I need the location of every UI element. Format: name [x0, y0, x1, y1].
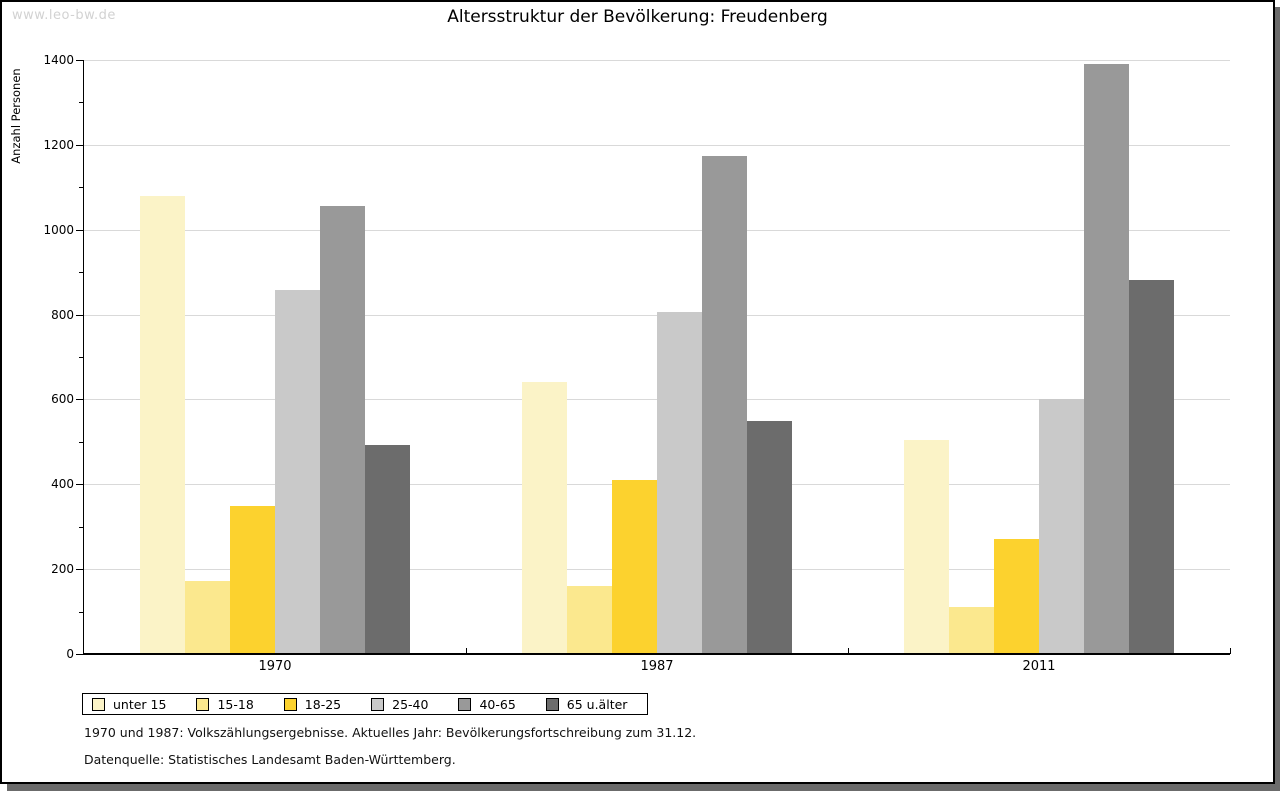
- y-tick-800: [76, 314, 84, 316]
- y-tick-label-1200: 1200: [43, 137, 74, 152]
- y-axis-line: [83, 60, 84, 655]
- bar-2011-15-18: [949, 607, 994, 654]
- legend-label-25-40: 25-40: [392, 696, 429, 712]
- bar-1987-unter 15: [522, 382, 567, 654]
- y-minortick-700: [79, 357, 84, 358]
- y-axis-label: Anzahl Personen: [9, 68, 23, 164]
- y-tick-600: [76, 399, 84, 401]
- bar-1987-18-25: [612, 479, 657, 654]
- x-category-label-1970: 1970: [258, 659, 292, 674]
- footnote-line-2: Datenquelle: Statistisches Landesamt Bad…: [84, 752, 456, 767]
- chart-title: Altersstruktur der Bevölkerung: Freudenb…: [447, 7, 828, 27]
- y-tick-label-200: 200: [51, 562, 74, 577]
- y-tick-1200: [76, 144, 84, 146]
- legend-color-chip-18-25: [283, 697, 297, 711]
- y-gridline-1400: [84, 60, 1230, 61]
- bar-1970-25-40: [275, 290, 320, 654]
- bar-1987-25-40: [657, 312, 702, 654]
- y-minortick-1300: [79, 102, 84, 104]
- x-boundary-tick-1987: [848, 648, 849, 654]
- legend-item-25-40: 25-40: [371, 697, 458, 712]
- y-gridline-1000: [84, 229, 1230, 231]
- legend-color-chip-65 u.älter: [545, 697, 559, 711]
- legend-item-18-25: 18-25: [283, 696, 371, 712]
- legend-item-15-18: 15-18: [196, 697, 283, 712]
- x-boundary-tick-2011: [1230, 648, 1231, 654]
- legend-label-15-18: 15-18: [217, 696, 254, 712]
- y-tick-label-400: 400: [51, 477, 74, 492]
- legend-label-18-25: 18-25: [304, 696, 342, 712]
- legend-color-chip-40-65: [458, 697, 472, 711]
- legend: unter 15 15-18 18-25 25-40 40-65 65 u.älter: [82, 693, 648, 715]
- y-tick-1400: [76, 60, 84, 61]
- y-tick-200: [76, 569, 84, 571]
- y-tick-0: [76, 654, 84, 655]
- x-boundary-tick-1970: [466, 648, 467, 654]
- y-tick-label-0: 0: [66, 647, 74, 661]
- legend-item-65 u.älter: 65 u.älter: [545, 696, 628, 712]
- legend-item-unter 15: unter 15: [92, 697, 196, 712]
- bar-2011-18-25: [994, 539, 1039, 654]
- bar-2011-25-40: [1039, 399, 1084, 654]
- bar-2011-unter 15: [904, 439, 949, 654]
- bar-1970-15-18: [185, 581, 230, 654]
- y-minortick-900: [79, 272, 84, 274]
- y-minortick-500: [79, 441, 84, 443]
- bar-1970-18-25: [230, 506, 275, 654]
- bar-1987-65 u.älter: [747, 420, 792, 654]
- y-tick-1000: [76, 229, 84, 231]
- legend-color-chip-25-40: [371, 697, 385, 711]
- bar-1970-40-65: [320, 206, 365, 654]
- legend-color-chip-unter 15: [92, 697, 105, 711]
- y-tick-label-600: 600: [51, 392, 74, 407]
- y-tick-label-1400: 1400: [43, 53, 74, 67]
- y-minortick-1100: [79, 187, 84, 189]
- site-watermark: www.leo-bw.de: [12, 8, 116, 23]
- legend-label-65 u.älter: 65 u.älter: [566, 696, 628, 712]
- legend-label-unter 15: unter 15: [113, 696, 167, 712]
- x-category-label-2011: 2011: [1022, 659, 1056, 674]
- y-gridline-1200: [84, 144, 1230, 146]
- y-tick-label-800: 800: [51, 307, 74, 322]
- bar-1987-40-65: [702, 155, 747, 654]
- y-tick-label-1000: 1000: [43, 222, 74, 237]
- y-tick-400: [76, 484, 84, 486]
- legend-label-40-65: 40-65: [479, 696, 516, 712]
- y-minortick-300: [79, 526, 84, 528]
- x-axis-line: [83, 653, 1230, 655]
- legend-item-40-65: 40-65: [458, 697, 545, 712]
- bar-1970-unter 15: [140, 195, 185, 654]
- legend-color-chip-15-18: [196, 697, 210, 711]
- bar-1970-65 u.älter: [365, 445, 410, 654]
- bar-2011-65 u.älter: [1129, 279, 1174, 654]
- footnote-line-1: 1970 und 1987: Volkszählungsergebnisse. …: [84, 725, 697, 740]
- y-minortick-100: [79, 611, 84, 613]
- bar-1987-15-18: [567, 586, 612, 654]
- bar-2011-40-65: [1084, 64, 1129, 654]
- x-category-label-1987: 1987: [640, 659, 674, 674]
